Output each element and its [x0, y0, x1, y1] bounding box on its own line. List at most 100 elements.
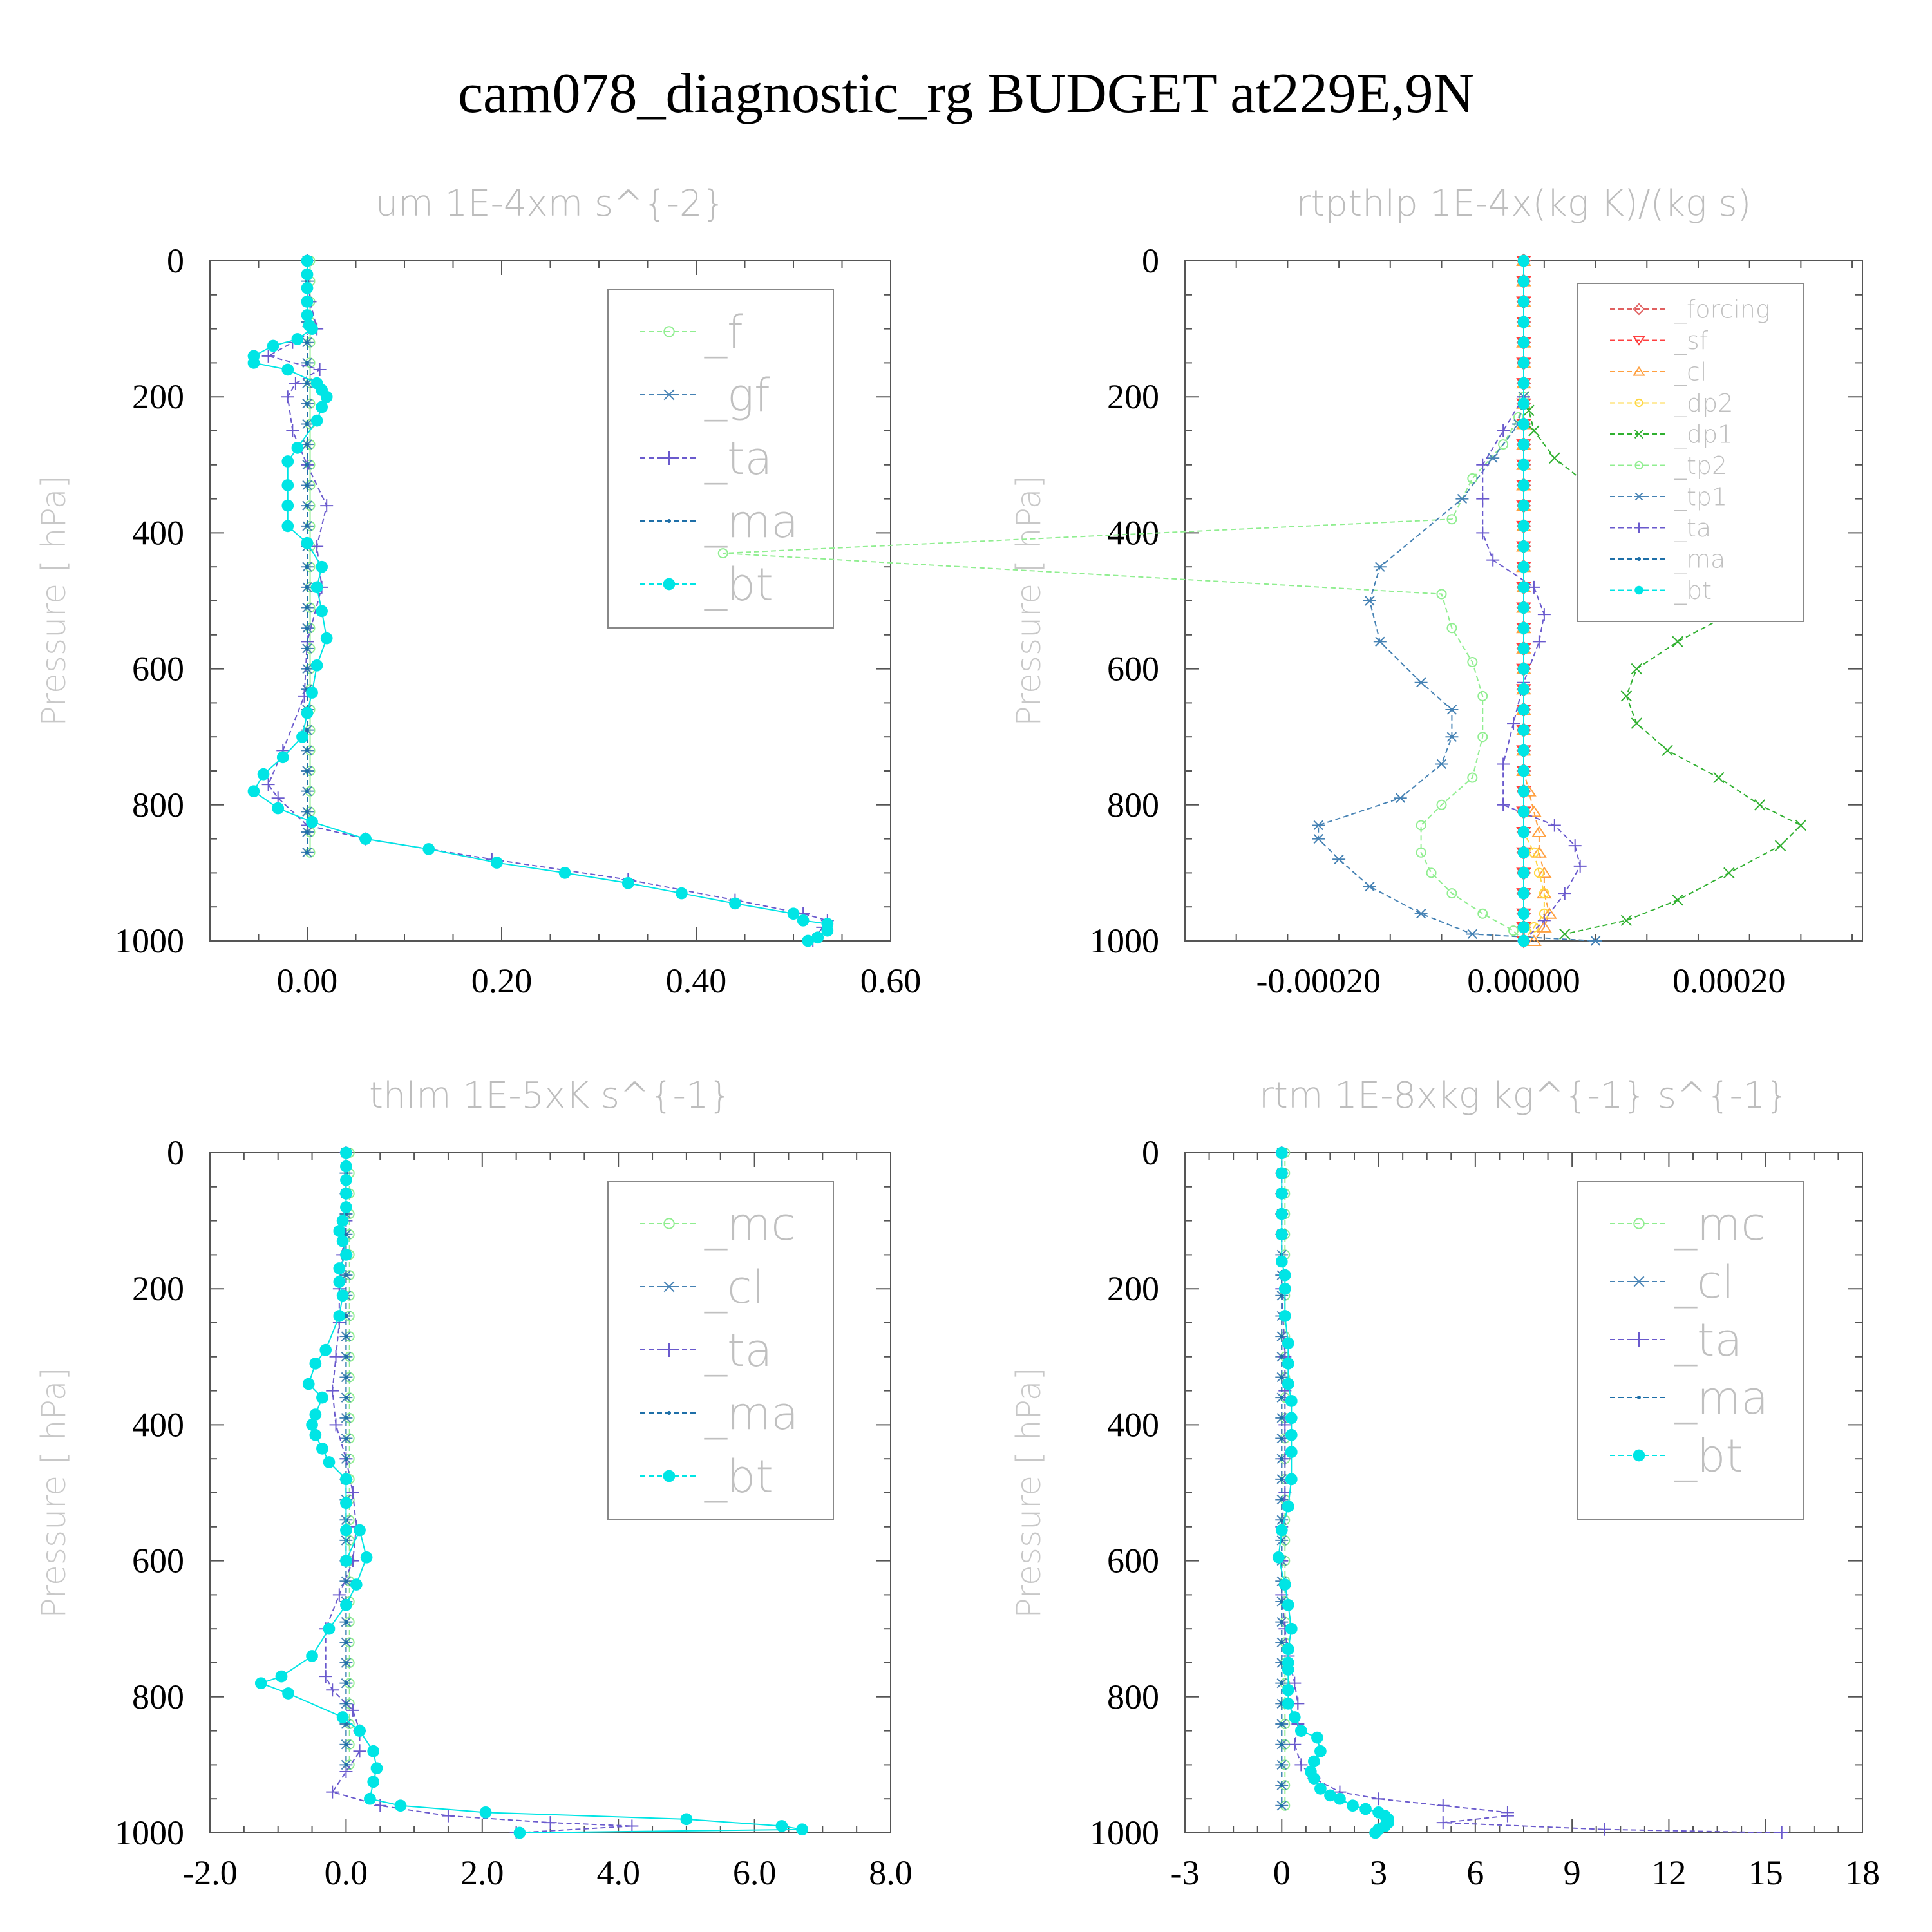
data-point — [281, 363, 294, 376]
y-axis-label: Pressure [ hPa] — [35, 1367, 73, 1618]
data-point — [1497, 424, 1510, 437]
data-point — [305, 667, 309, 671]
data-point — [320, 390, 333, 403]
data-point — [1280, 1620, 1284, 1624]
data-point — [305, 789, 309, 793]
legend-label: _sf — [1674, 327, 1709, 355]
data-point — [301, 536, 314, 549]
data-point — [1312, 833, 1325, 844]
data-point — [1312, 820, 1325, 831]
data-point — [1517, 357, 1530, 369]
data-point — [350, 1578, 363, 1591]
data-point — [281, 479, 294, 491]
data-point — [544, 1816, 557, 1830]
data-point — [336, 1215, 349, 1227]
legend-box — [607, 1181, 834, 1520]
y-tick-label: 0 — [1142, 1133, 1159, 1172]
x-tick-label: 18 — [1845, 1853, 1880, 1892]
y-tick-label: 600 — [1107, 1542, 1159, 1580]
data-point — [336, 1235, 349, 1247]
data-point — [305, 748, 309, 753]
data-point — [340, 1201, 352, 1213]
x-tick-label: 12 — [1651, 1853, 1686, 1892]
x-tick-label: 4.0 — [596, 1853, 640, 1892]
data-point — [775, 1820, 788, 1832]
data-point — [1275, 1255, 1288, 1268]
legend-label: _tp1 — [1674, 483, 1727, 512]
data-point — [667, 519, 671, 523]
data-point — [370, 1762, 383, 1775]
data-point — [1455, 493, 1469, 504]
data-point — [1369, 1826, 1381, 1839]
data-point — [1508, 925, 1519, 936]
y-tick-label: 0 — [1142, 242, 1159, 280]
data-point — [1435, 759, 1448, 770]
data-point — [301, 296, 314, 308]
data-point — [344, 1354, 348, 1359]
data-point — [1533, 867, 1544, 878]
data-point — [1632, 1332, 1646, 1347]
x-tick-label: 2.0 — [460, 1853, 504, 1892]
chart-panel-4: rtm 1E-8xkg kg^{-1} s^{-1} Pressure [ hPa… — [1010, 1075, 1880, 1892]
data-point — [1288, 1738, 1302, 1751]
y-tick-label: 600 — [132, 650, 184, 688]
data-point — [1517, 724, 1530, 736]
data-point — [1549, 452, 1560, 464]
data-point — [662, 1343, 676, 1357]
data-point — [1517, 254, 1530, 267]
data-point — [1280, 1681, 1284, 1685]
panel-title: um 1E-4xm s^{-2} — [375, 183, 725, 225]
data-point — [1754, 799, 1766, 811]
data-point — [1436, 1816, 1450, 1830]
data-point — [305, 810, 309, 814]
data-point — [1280, 1497, 1284, 1502]
data-point — [1280, 1375, 1284, 1379]
data-point — [1517, 560, 1530, 573]
data-point — [261, 778, 275, 791]
data-point — [316, 560, 328, 573]
data-point — [1517, 581, 1530, 594]
data-point — [558, 867, 571, 879]
data-point — [1498, 439, 1509, 450]
y-tick-label: 800 — [1107, 1678, 1159, 1716]
data-point — [1280, 1803, 1284, 1808]
legend-label: _ma — [1674, 1372, 1768, 1425]
data-point — [316, 1391, 328, 1404]
data-point — [319, 1670, 332, 1683]
data-point — [1288, 1711, 1301, 1723]
data-point — [344, 1763, 348, 1767]
series-ma — [305, 259, 309, 855]
data-point — [1278, 1269, 1291, 1282]
data-point — [305, 381, 309, 386]
x-tick-label: 8.0 — [869, 1853, 913, 1892]
data-point — [1631, 717, 1643, 729]
data-point — [291, 333, 304, 345]
data-point — [1414, 677, 1428, 688]
data-point — [1633, 1218, 1645, 1229]
x-tick-label: 0.00020 — [1672, 961, 1786, 1000]
data-point — [1414, 909, 1428, 919]
data-point — [1285, 1473, 1298, 1486]
legend-label: _cl — [704, 1261, 764, 1314]
data-point — [320, 499, 334, 513]
series-line — [1278, 1153, 1389, 1833]
data-point — [479, 1806, 492, 1819]
data-point — [267, 339, 279, 352]
data-point — [344, 1620, 348, 1624]
x-tick-label: 3 — [1370, 1853, 1387, 1892]
data-point — [821, 924, 834, 937]
x-tick-label: -0.00020 — [1256, 961, 1380, 1000]
y-tick-label: 200 — [132, 377, 184, 416]
data-point — [305, 585, 309, 589]
data-point — [1282, 1683, 1294, 1696]
data-point — [491, 857, 503, 869]
data-point — [1285, 1446, 1298, 1458]
series-line — [1482, 396, 1581, 942]
data-point — [1280, 1518, 1284, 1522]
x-tick-label: 6 — [1466, 1853, 1484, 1892]
data-point — [1282, 1598, 1294, 1611]
x-tick-label: 0.0 — [325, 1853, 368, 1892]
data-point — [1282, 1663, 1294, 1676]
chart-panel-3: thlm 1E-5xK s^{-1} Pressure [ hPa] 0 200 400… — [35, 1075, 913, 1892]
